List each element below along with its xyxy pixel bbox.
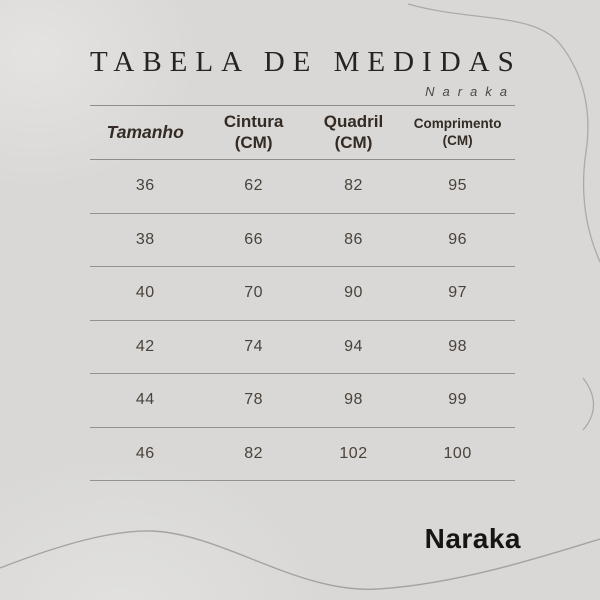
col-header-label: Cintura <box>223 112 284 132</box>
length-cell: 96 <box>448 230 468 248</box>
table-row: 36 62 82 95 <box>90 160 515 214</box>
col-header-cintura: Cintura (CM) <box>201 112 307 153</box>
table-row: 38 66 86 96 <box>90 214 515 267</box>
table-row: 40 70 90 97 <box>90 267 515 321</box>
hip-cell: 98 <box>344 391 363 409</box>
col-header-quadril: Quadril (CM) <box>307 112 401 153</box>
size-cell: 42 <box>135 337 155 355</box>
length-cell: 97 <box>448 284 468 302</box>
page-title: TABELA DE MEDIDAS <box>90 46 522 78</box>
col-header-label: Quadril <box>323 112 384 132</box>
table-header-row: Tamanho Cintura (CM) Quadril (CM) Comprime… <box>90 106 515 160</box>
waist-cell: 62 <box>244 177 264 195</box>
hip-cell: 94 <box>344 337 363 355</box>
waist-cell: 82 <box>244 444 264 462</box>
brand-logo: Naraka <box>424 523 521 554</box>
col-header-label: Tamanho <box>106 122 184 142</box>
col-header-unit: (CM) <box>334 132 373 152</box>
size-cell: 38 <box>135 230 155 248</box>
col-header-unit: (CM) <box>442 132 473 148</box>
brand-subtitle: Naraka <box>425 84 515 99</box>
hip-cell: 86 <box>344 230 363 248</box>
col-header-unit: (CM) <box>234 132 273 152</box>
size-cell: 46 <box>135 444 155 462</box>
size-cell: 44 <box>135 391 155 409</box>
waist-cell: 74 <box>244 337 264 355</box>
waist-cell: 70 <box>244 284 264 302</box>
hip-cell: 82 <box>344 177 363 195</box>
length-cell: 100 <box>443 444 472 462</box>
hip-cell: 90 <box>344 284 363 302</box>
title-divider <box>90 105 515 106</box>
size-chart-panel: TABELA DE MEDIDAS Naraka Tamanho Cintura… <box>90 46 515 481</box>
table-row: 42 74 94 98 <box>90 321 515 374</box>
table-row: 46 82 102 100 <box>90 428 515 481</box>
length-cell: 99 <box>448 391 468 409</box>
length-cell: 98 <box>448 337 468 355</box>
waist-cell: 66 <box>244 230 264 248</box>
hip-cell: 102 <box>339 444 368 462</box>
size-cell: 36 <box>135 177 155 195</box>
col-header-tamanho: Tamanho <box>90 122 201 143</box>
table-row: 44 78 98 99 <box>90 374 515 428</box>
right-edge-arc-line <box>582 377 595 431</box>
size-cell: 40 <box>135 284 155 302</box>
length-cell: 95 <box>448 177 468 195</box>
col-header-label: Comprimento <box>413 116 502 132</box>
waist-cell: 78 <box>244 391 264 409</box>
col-header-comprimento: Comprimento (CM) <box>400 116 515 148</box>
